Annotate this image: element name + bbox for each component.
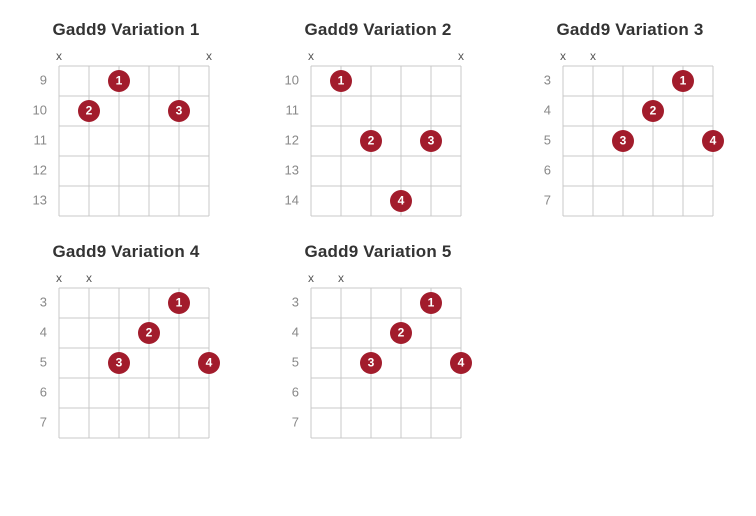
finger-number: 2: [368, 134, 375, 148]
finger-number: 1: [680, 74, 687, 88]
fret-label: 11: [286, 102, 300, 117]
fret-label: 14: [285, 192, 299, 207]
fret-label: 13: [285, 162, 299, 177]
chord-diagram: Gadd9 Variation 4 3 4 5 6 7 x x 1 2 3 4: [20, 242, 232, 444]
fret-label: 10: [285, 72, 299, 87]
fretboard: 3 4 5 6 7 x x 1 2 3 4: [29, 270, 223, 444]
fret-label: 12: [285, 132, 299, 147]
chord-title: Gadd9 Variation 5: [304, 242, 451, 262]
chord-title: Gadd9 Variation 4: [52, 242, 199, 262]
fret-label: 3: [544, 72, 551, 87]
finger-number: 4: [206, 356, 213, 370]
fret-label: 12: [33, 162, 47, 177]
finger-number: 3: [176, 104, 183, 118]
fret-label: 5: [544, 132, 551, 147]
fret-label: 9: [40, 72, 47, 87]
mute-icon: x: [590, 49, 596, 63]
mute-icon: x: [206, 49, 212, 63]
finger-number: 3: [116, 356, 123, 370]
fret-label: 10: [33, 102, 47, 117]
fretboard: 1011121314xx1234: [281, 48, 475, 222]
fret-label: 3: [40, 294, 47, 309]
finger-number: 3: [368, 356, 375, 370]
fretboard: 3 4 5 6 7 x x 1 2 3 4: [533, 48, 727, 222]
fret-label: 7: [292, 414, 299, 429]
fret-label: 5: [40, 354, 47, 369]
mute-icon: x: [560, 49, 566, 63]
finger-number: 1: [428, 296, 435, 310]
finger-number: 2: [86, 104, 93, 118]
mute-icon: x: [86, 271, 92, 285]
finger-number: 2: [650, 104, 657, 118]
fret-label: 13: [33, 192, 47, 207]
finger-number: 3: [428, 134, 435, 148]
fret-label: 4: [292, 324, 299, 339]
finger-number: 1: [176, 296, 183, 310]
finger-number: 4: [458, 356, 465, 370]
fret-label: 5: [292, 354, 299, 369]
fret-label: 6: [292, 384, 299, 399]
chord-title: Gadd9 Variation 3: [556, 20, 703, 40]
fret-label: 7: [544, 192, 551, 207]
chord-title: Gadd9 Variation 1: [52, 20, 199, 40]
finger-number: 1: [116, 74, 123, 88]
finger-number: 2: [398, 326, 405, 340]
chord-diagram: Gadd9 Variation 5 3 4 5 6 7 x x 1 2 3 4: [272, 242, 484, 444]
finger-number: 2: [146, 326, 153, 340]
mute-icon: x: [308, 49, 314, 63]
fret-label: 6: [40, 384, 47, 399]
fretboard: 910111213xx123: [29, 48, 223, 222]
finger-number: 4: [710, 134, 717, 148]
fret-label: 4: [40, 324, 47, 339]
chord-diagram: Gadd9 Variation 1910111213xx123: [20, 20, 232, 222]
fret-label: 3: [292, 294, 299, 309]
mute-icon: x: [56, 49, 62, 63]
mute-icon: x: [458, 49, 464, 63]
chord-diagram: Gadd9 Variation 3 3 4 5 6 7 x x 1 2 3 4: [524, 20, 736, 222]
mute-icon: x: [308, 271, 314, 285]
fret-label: 11: [34, 132, 48, 147]
finger-number: 4: [398, 194, 405, 208]
chord-diagram: Gadd9 Variation 21011121314xx1234: [272, 20, 484, 222]
chords-grid: Gadd9 Variation 1910111213xx123Gadd9 Var…: [20, 20, 736, 444]
fret-label: 4: [544, 102, 551, 117]
finger-number: 3: [620, 134, 627, 148]
mute-icon: x: [56, 271, 62, 285]
chord-title: Gadd9 Variation 2: [304, 20, 451, 40]
mute-icon: x: [338, 271, 344, 285]
finger-number: 1: [338, 74, 345, 88]
fretboard: 3 4 5 6 7 x x 1 2 3 4: [281, 270, 475, 444]
fret-label: 7: [40, 414, 47, 429]
fret-label: 6: [544, 162, 551, 177]
